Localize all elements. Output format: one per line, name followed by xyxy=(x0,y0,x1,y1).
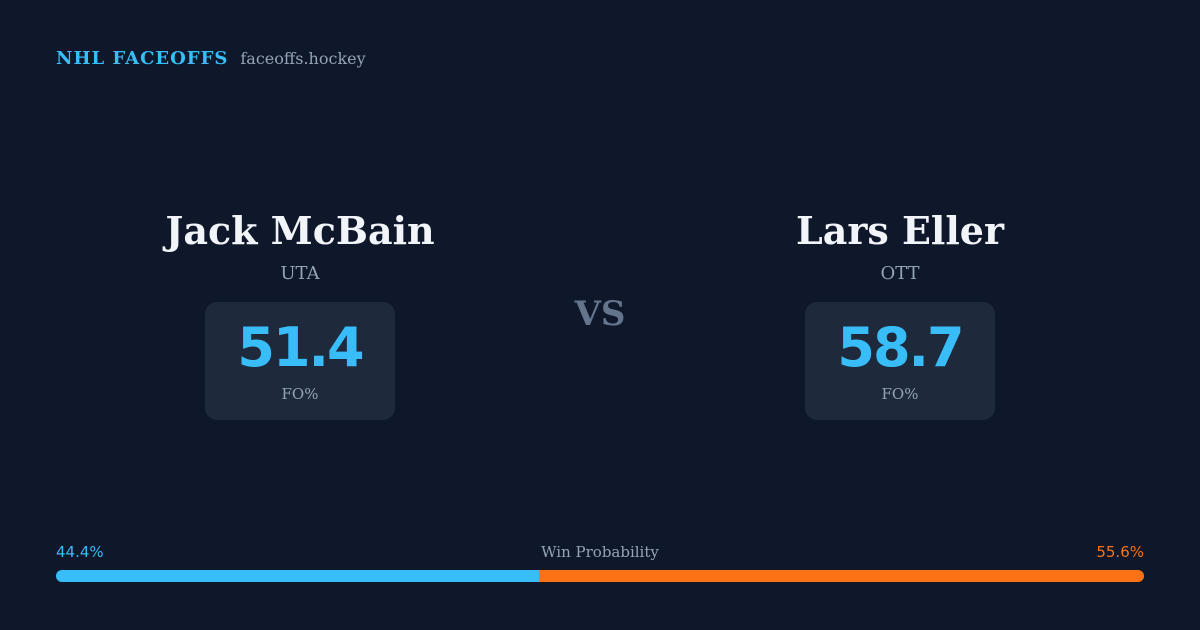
win-probability-bar xyxy=(56,570,1144,582)
right-player-team: OTT xyxy=(880,263,920,284)
left-player-team: UTA xyxy=(280,263,320,284)
right-player-name: Lars Eller xyxy=(795,208,1005,253)
left-player-panel: Jack McBain UTA 51.4 FO% xyxy=(90,206,510,420)
brand-domain: faceoffs.hockey xyxy=(240,49,366,68)
win-probability-labels: Win Probability 44.4% 55.6% xyxy=(56,543,1144,563)
right-faceoff-label: FO% xyxy=(881,385,919,403)
left-win-probability: 44.4% xyxy=(56,543,104,561)
right-probability-fill xyxy=(539,570,1144,582)
left-faceoff-label: FO% xyxy=(281,385,319,403)
left-faceoff-stat-card: 51.4 FO% xyxy=(205,302,395,420)
win-probability-title: Win Probability xyxy=(541,543,659,561)
right-win-probability: 55.6% xyxy=(1096,543,1144,561)
left-player-name: Jack McBain xyxy=(165,208,435,253)
brand-title: NHL FACEOFFS xyxy=(56,48,229,69)
left-probability-fill xyxy=(56,570,540,582)
right-faceoff-percentage: 58.7 xyxy=(837,316,964,379)
right-faceoff-stat-card: 58.7 FO% xyxy=(805,302,995,420)
right-player-panel: Lars Eller OTT 58.7 FO% xyxy=(690,206,1110,420)
brand-header: NHL FACEOFFS faceoffs.hockey xyxy=(56,48,366,69)
left-faceoff-percentage: 51.4 xyxy=(237,316,364,379)
versus-label: VS xyxy=(574,294,626,334)
